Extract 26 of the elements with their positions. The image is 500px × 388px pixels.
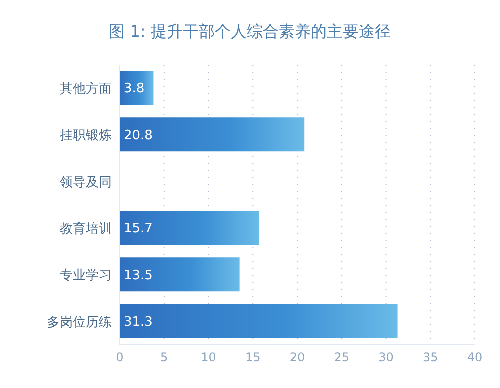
data-label: 13.5: [124, 268, 153, 284]
bar: [120, 118, 305, 152]
x-tick-label: 25: [334, 350, 350, 365]
data-label: 15.7: [124, 222, 153, 237]
chart-title: 图 1: 提升干部个人综合素养的主要途径: [108, 22, 392, 43]
bar: [120, 304, 398, 338]
y-tick-label: 其他方面: [60, 80, 112, 97]
x-tick-label: 10: [201, 350, 216, 365]
y-tick-label: 领导及同: [60, 175, 112, 190]
y-tick-label: 专业学习: [60, 268, 112, 284]
x-tick-label: 35: [422, 350, 438, 365]
data-label: 31.3: [124, 314, 153, 330]
x-tick-label: 5: [160, 350, 168, 365]
x-tick-label: 40: [467, 350, 483, 365]
x-tick-label: 15: [245, 350, 261, 365]
y-tick-label: 多岗位历练: [47, 315, 112, 330]
bar: [120, 71, 154, 105]
y-tick-label: 挂职锻炼: [60, 128, 112, 144]
bar: [120, 211, 260, 245]
x-tick-label: 30: [378, 350, 394, 365]
x-tick-label: 0: [116, 350, 124, 365]
x-tick-label: 20: [290, 350, 306, 365]
bar: [120, 258, 240, 292]
data-label: 20.8: [124, 128, 153, 144]
y-tick-label: 教育培训: [60, 220, 112, 237]
data-label: 3.8: [124, 82, 145, 97]
